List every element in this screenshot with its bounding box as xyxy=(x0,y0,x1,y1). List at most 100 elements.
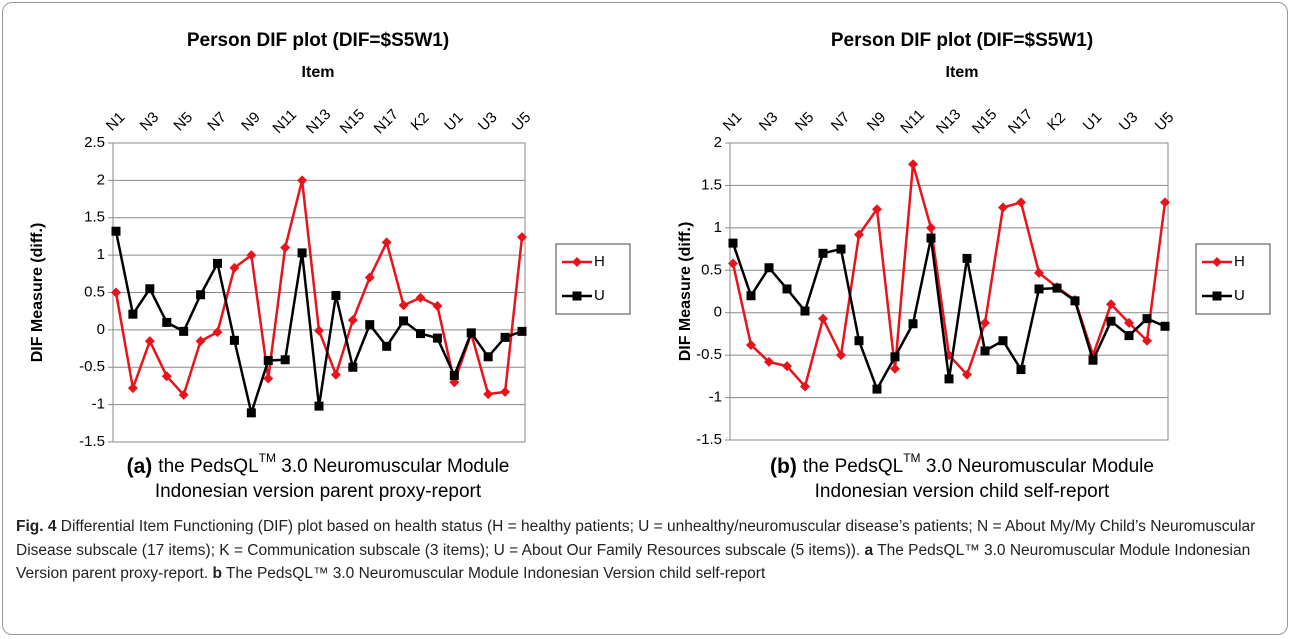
data-point xyxy=(800,381,810,392)
data-point xyxy=(416,329,425,339)
data-point xyxy=(178,389,189,400)
subcaption-line2: Indonesian version child self-report xyxy=(815,481,1110,502)
data-point xyxy=(399,316,409,326)
caption-a-label: a xyxy=(864,541,874,559)
subcaption-label: (a) xyxy=(127,455,153,478)
x-tick-label: U5 xyxy=(1152,109,1178,135)
data-point xyxy=(1160,197,1170,208)
data-point xyxy=(890,352,900,362)
x-tick-label: K2 xyxy=(1044,109,1069,134)
data-point xyxy=(836,350,846,361)
data-point xyxy=(728,238,738,248)
caption-a-text: The PedsQL™ 3.0 Neuromuscular Module Ind… xyxy=(16,541,1251,583)
data-point xyxy=(1142,314,1152,324)
data-point xyxy=(280,355,290,365)
y-tick-label: -0.5 xyxy=(696,346,722,363)
subcaption-start: the PedsQL xyxy=(158,456,258,477)
legend-box xyxy=(1195,243,1271,315)
legend-label: H xyxy=(594,253,605,270)
data-point xyxy=(500,386,511,397)
y-tick-label: 2.5 xyxy=(84,134,105,151)
data-point xyxy=(854,229,864,240)
x-tick-label: N1 xyxy=(720,109,746,135)
x-tick-label: N9 xyxy=(864,109,890,135)
data-point xyxy=(1016,365,1026,375)
subcaption-tm: TM xyxy=(259,451,276,465)
legend-label: H xyxy=(1234,253,1245,270)
data-point xyxy=(365,320,375,330)
chart-title: Person DIF plot (DIF=$S5W1) xyxy=(831,30,1093,51)
data-point xyxy=(330,369,341,380)
data-point xyxy=(764,356,774,367)
caption-b-text: The PedsQL™ 3.0 Neuromuscular Module Ind… xyxy=(221,565,766,582)
data-point xyxy=(1124,331,1134,341)
subcaption-line2: Indonesian version parent proxy-report xyxy=(155,481,482,502)
data-point xyxy=(1106,316,1116,326)
x-tick-label: N7 xyxy=(828,109,854,135)
data-point xyxy=(179,326,189,336)
data-point xyxy=(908,319,918,329)
x-tick-label: U3 xyxy=(475,109,501,135)
y-tick-label: 1.5 xyxy=(701,176,722,193)
subcaption-rest: 3.0 Neuromuscular Module xyxy=(921,456,1154,477)
data-point xyxy=(500,332,510,342)
data-point xyxy=(1106,299,1116,310)
data-point xyxy=(348,362,358,372)
y-axis-label: DIF Measure (diff.) xyxy=(677,222,694,362)
data-point xyxy=(998,336,1008,346)
x-tick-label: N3 xyxy=(137,109,163,135)
data-point xyxy=(364,272,375,283)
data-point xyxy=(854,336,864,346)
data-point xyxy=(1160,321,1170,331)
data-point xyxy=(1124,317,1134,328)
caption: Fig. 4 Differential Item Functioning (DI… xyxy=(16,515,1278,586)
data-point xyxy=(728,258,738,269)
data-point xyxy=(962,253,972,263)
data-point xyxy=(1088,355,1098,365)
x-tick-label: N1 xyxy=(103,109,129,135)
data-point xyxy=(872,384,882,394)
x-tick-label: N17 xyxy=(371,106,402,137)
y-tick-label: 0 xyxy=(97,321,105,338)
y-tick-label: 0 xyxy=(714,304,722,321)
data-point xyxy=(1034,284,1044,294)
subcaption-rest: 3.0 Neuromuscular Module xyxy=(276,456,509,477)
x-tick-label: N7 xyxy=(204,109,230,135)
data-point xyxy=(1016,197,1026,208)
data-point xyxy=(331,290,341,300)
x-tick-label: N13 xyxy=(303,106,334,137)
data-point xyxy=(297,248,307,258)
data-point xyxy=(782,361,792,372)
y-tick-label: -1.5 xyxy=(79,433,105,450)
data-point xyxy=(908,159,918,170)
y-tick-label: 2 xyxy=(714,134,722,151)
legend-box xyxy=(555,243,631,315)
x-tick-label: U5 xyxy=(509,109,535,135)
y-tick-label: 0.5 xyxy=(84,283,105,300)
data-point xyxy=(926,233,936,243)
data-point xyxy=(111,226,121,236)
data-point xyxy=(381,237,392,248)
data-point xyxy=(432,300,443,311)
x-tick-label: U1 xyxy=(1080,109,1106,135)
data-point xyxy=(836,244,846,254)
data-point xyxy=(347,315,358,326)
legend-marker xyxy=(572,257,582,267)
data-point xyxy=(128,309,138,319)
y-tick-label: 1 xyxy=(97,246,105,263)
x-tick-label: U1 xyxy=(441,109,467,135)
data-point xyxy=(161,371,172,382)
data-point xyxy=(314,401,324,411)
data-point xyxy=(818,248,828,258)
data-point xyxy=(980,317,990,328)
legend-label: U xyxy=(594,287,605,304)
data-point xyxy=(466,328,476,338)
data-point xyxy=(382,341,392,351)
legend-marker xyxy=(572,291,582,301)
caption-text: Differential Item Functioning (DIF) plot… xyxy=(16,518,1256,559)
data-point xyxy=(246,408,256,418)
series-line xyxy=(731,237,1166,393)
subcaption-label: (b) xyxy=(770,455,797,478)
